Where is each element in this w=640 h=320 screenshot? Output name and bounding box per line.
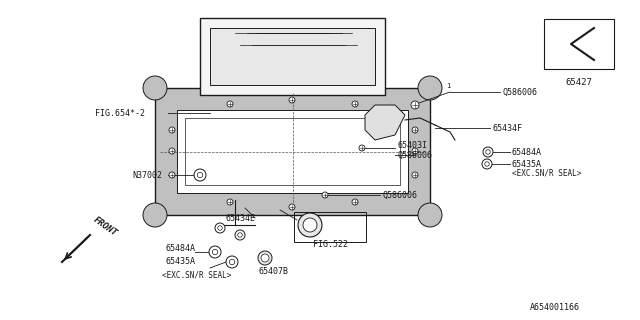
Text: <EXC.SN/R SEAL>: <EXC.SN/R SEAL> bbox=[512, 169, 581, 178]
Text: FIG.654*-2: FIG.654*-2 bbox=[95, 108, 145, 117]
Text: 65427: 65427 bbox=[566, 78, 593, 87]
Circle shape bbox=[412, 148, 418, 154]
Text: 65435A: 65435A bbox=[512, 159, 542, 169]
Text: N37002: N37002 bbox=[132, 171, 162, 180]
Text: 65484A: 65484A bbox=[165, 244, 195, 252]
Circle shape bbox=[303, 218, 317, 232]
Circle shape bbox=[298, 213, 322, 237]
Circle shape bbox=[235, 230, 245, 240]
Text: 65434E: 65434E bbox=[225, 213, 255, 222]
Circle shape bbox=[258, 251, 272, 265]
Polygon shape bbox=[365, 105, 405, 140]
Polygon shape bbox=[200, 18, 385, 95]
Circle shape bbox=[322, 192, 328, 198]
Text: FIG.522: FIG.522 bbox=[312, 240, 348, 249]
Text: 65434F: 65434F bbox=[492, 124, 522, 132]
Circle shape bbox=[289, 204, 295, 210]
Circle shape bbox=[482, 159, 492, 169]
Circle shape bbox=[143, 76, 167, 100]
Polygon shape bbox=[210, 28, 375, 85]
Circle shape bbox=[212, 249, 218, 255]
Circle shape bbox=[411, 101, 419, 109]
Circle shape bbox=[169, 172, 175, 178]
Circle shape bbox=[209, 246, 221, 258]
Circle shape bbox=[237, 233, 243, 237]
Circle shape bbox=[289, 97, 295, 103]
Polygon shape bbox=[177, 110, 408, 193]
Text: Q586006: Q586006 bbox=[382, 190, 417, 199]
Text: A654001166: A654001166 bbox=[530, 303, 580, 313]
Circle shape bbox=[486, 150, 490, 154]
Circle shape bbox=[352, 199, 358, 205]
Text: 65407B: 65407B bbox=[258, 268, 288, 276]
Text: FRONT: FRONT bbox=[92, 216, 119, 238]
Text: 65403I: 65403I bbox=[397, 140, 427, 149]
Circle shape bbox=[169, 127, 175, 133]
Circle shape bbox=[412, 127, 418, 133]
Text: 65435A: 65435A bbox=[165, 258, 195, 267]
Circle shape bbox=[194, 169, 206, 181]
Circle shape bbox=[359, 145, 365, 151]
Circle shape bbox=[229, 259, 235, 265]
Text: Q586006: Q586006 bbox=[502, 87, 537, 97]
FancyBboxPatch shape bbox=[544, 19, 614, 69]
Circle shape bbox=[143, 203, 167, 227]
Circle shape bbox=[352, 101, 358, 107]
Circle shape bbox=[483, 147, 493, 157]
Text: 65484A: 65484A bbox=[512, 148, 542, 156]
Circle shape bbox=[197, 172, 203, 178]
Circle shape bbox=[261, 254, 269, 262]
Circle shape bbox=[215, 223, 225, 233]
Text: Q586006: Q586006 bbox=[397, 150, 432, 159]
Circle shape bbox=[227, 101, 233, 107]
Circle shape bbox=[412, 172, 418, 178]
Circle shape bbox=[226, 256, 238, 268]
Circle shape bbox=[484, 162, 489, 166]
Polygon shape bbox=[155, 88, 430, 215]
Circle shape bbox=[418, 76, 442, 100]
Circle shape bbox=[227, 199, 233, 205]
Text: <EXC.SN/R SEAL>: <EXC.SN/R SEAL> bbox=[162, 270, 232, 279]
Circle shape bbox=[169, 148, 175, 154]
Circle shape bbox=[218, 226, 222, 230]
Text: 1: 1 bbox=[446, 83, 450, 89]
Circle shape bbox=[418, 203, 442, 227]
